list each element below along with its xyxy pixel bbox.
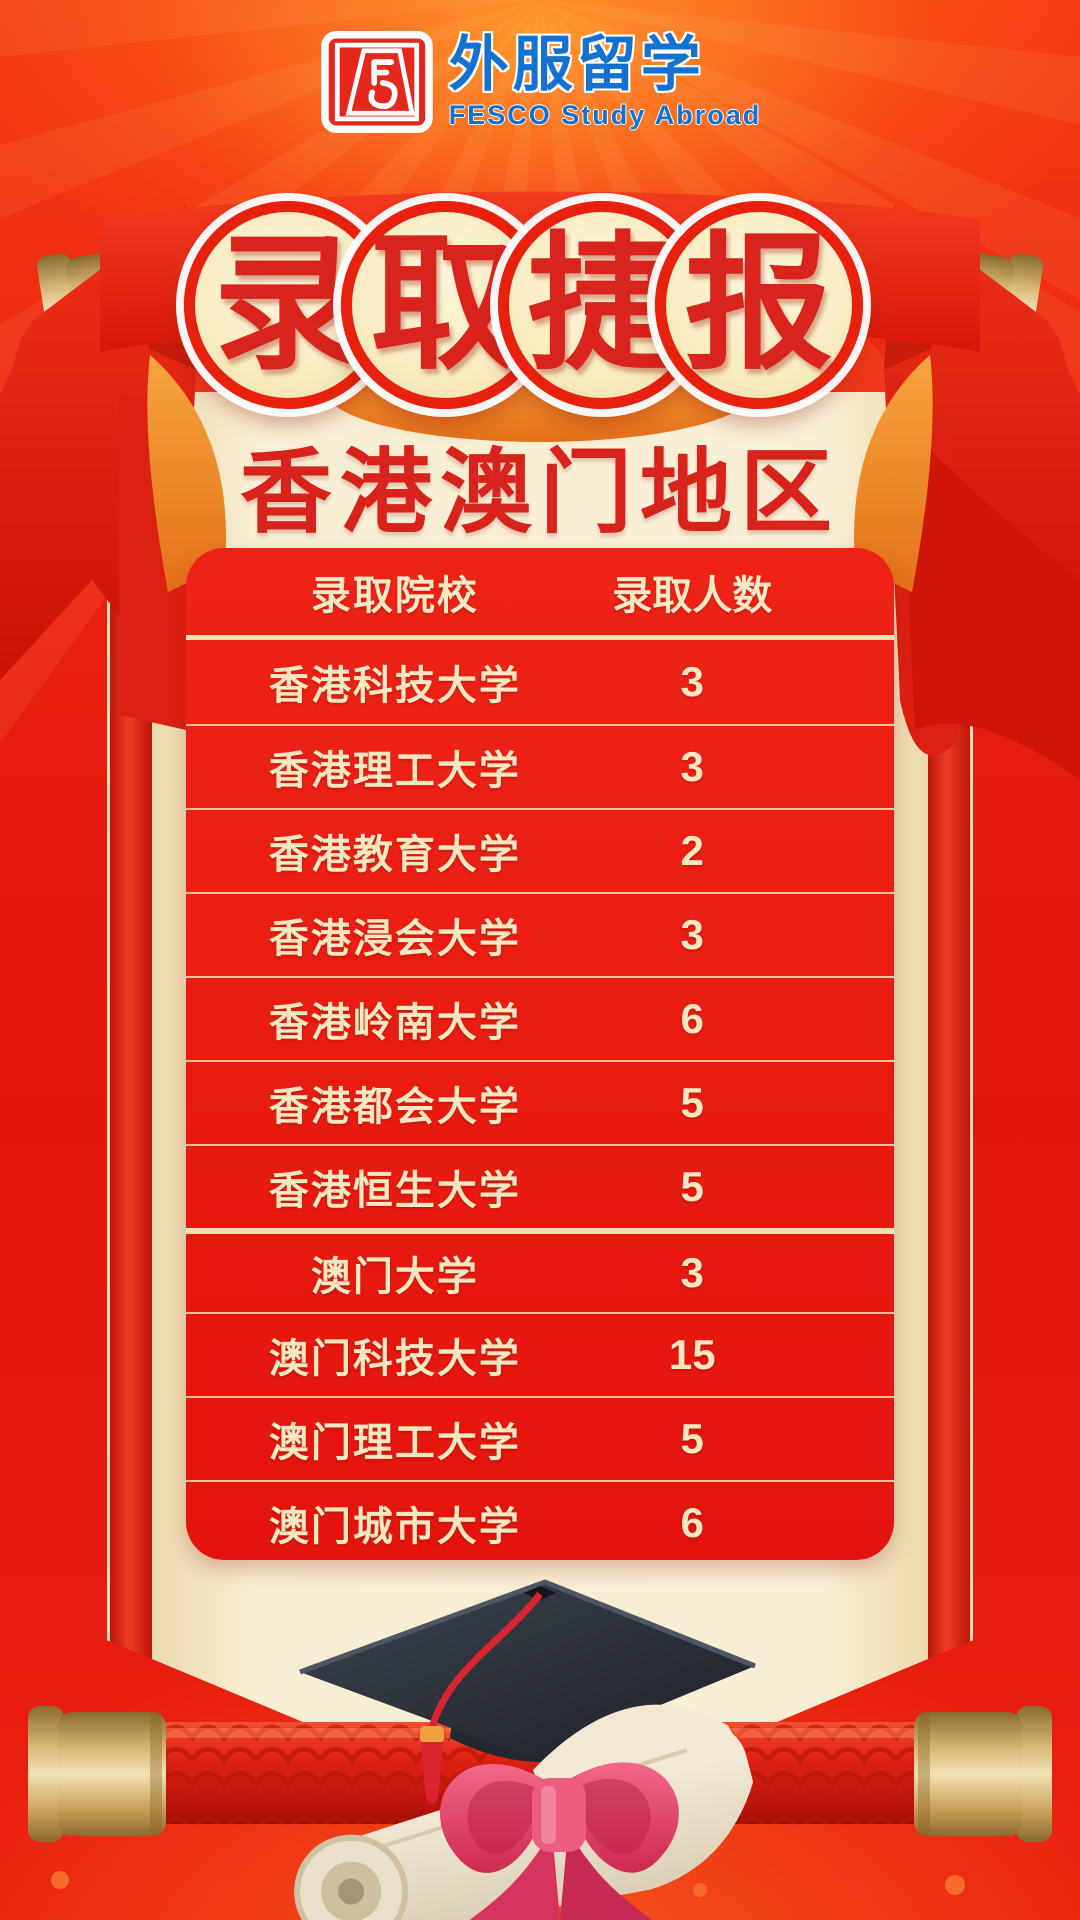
banner-char: 捷 (527, 222, 676, 387)
table-header: 录取院校 录取人数 (186, 548, 894, 640)
count-cell: 6 (680, 1499, 704, 1546)
count-cell: 6 (680, 995, 704, 1042)
banner-char: 报 (684, 222, 833, 387)
header-count: 录取人数 (612, 573, 773, 618)
school-cell: 香港恒生大学 (268, 1169, 521, 1213)
school-cell: 澳门城市大学 (268, 1505, 521, 1549)
region-title: 香港澳门地区 (239, 442, 840, 544)
school-cell: 香港浸会大学 (268, 917, 521, 961)
count-cell: 2 (680, 827, 704, 874)
table-rows: 香港科技大学 3 香港理工大学 3 香港教育大学 2 香港浸会大学 3 香港岭南… (186, 640, 894, 1560)
table-row: 澳门大学 3 (186, 1228, 894, 1312)
brand-text: 外服留学 FESCO Study Abroad (449, 33, 762, 131)
table-row: 澳门城市大学 6 (186, 1480, 894, 1560)
school-cell: 香港都会大学 (268, 1085, 521, 1129)
count-cell: 3 (680, 911, 704, 958)
table-row: 澳门科技大学 15 (186, 1312, 894, 1396)
table-row: 香港浸会大学 3 (186, 892, 894, 976)
table-row: 香港岭南大学 6 (186, 976, 894, 1060)
brand-header: 外服留学 FESCO Study Abroad (0, 30, 1080, 134)
table-row: 香港都会大学 5 (186, 1060, 894, 1144)
count-cell: 5 (680, 1079, 704, 1126)
table-row: 香港教育大学 2 (186, 808, 894, 892)
count-cell: 3 (680, 1249, 704, 1296)
ribbon-bow-icon (440, 1762, 679, 1920)
banner-title: 录 取 捷 报 (0, 201, 1063, 409)
table-row: 香港理工大学 3 (186, 724, 894, 808)
count-cell: 5 (680, 1163, 704, 1210)
school-cell: 香港科技大学 (268, 664, 521, 708)
tassel-icon (428, 1591, 543, 1729)
header-school: 录取院校 (310, 573, 479, 618)
school-cell: 澳门科技大学 (268, 1337, 521, 1381)
school-cell: 香港理工大学 (268, 749, 521, 793)
count-cell: 15 (668, 1331, 716, 1378)
table-row: 香港科技大学 3 (186, 640, 894, 724)
banner-char-circle: 捷 (497, 201, 706, 409)
banner-char: 取 (370, 222, 519, 387)
school-cell: 香港岭南大学 (268, 1001, 521, 1045)
banner-char-circle: 报 (654, 201, 863, 409)
admission-table: 录取院校 录取人数 香港科技大学 3 香港理工大学 3 香港教育大学 2 香港浸… (186, 548, 894, 1560)
banner-char: 录 (213, 222, 362, 387)
fesco-logo-icon (320, 30, 433, 134)
bottom-decoration (28, 1579, 1052, 1920)
table-row: 香港恒生大学 5 (186, 1144, 894, 1228)
table-row: 澳门理工大学 5 (186, 1396, 894, 1480)
school-cell: 香港教育大学 (268, 833, 521, 877)
count-cell: 5 (680, 1415, 704, 1462)
count-cell: 3 (680, 743, 704, 790)
school-cell: 澳门大学 (310, 1255, 479, 1299)
school-cell: 澳门理工大学 (268, 1421, 521, 1465)
brand-name-cn: 外服留学 (448, 31, 705, 98)
count-cell: 3 (680, 658, 704, 705)
brand-name-en: FESCO Study Abroad (448, 100, 762, 130)
